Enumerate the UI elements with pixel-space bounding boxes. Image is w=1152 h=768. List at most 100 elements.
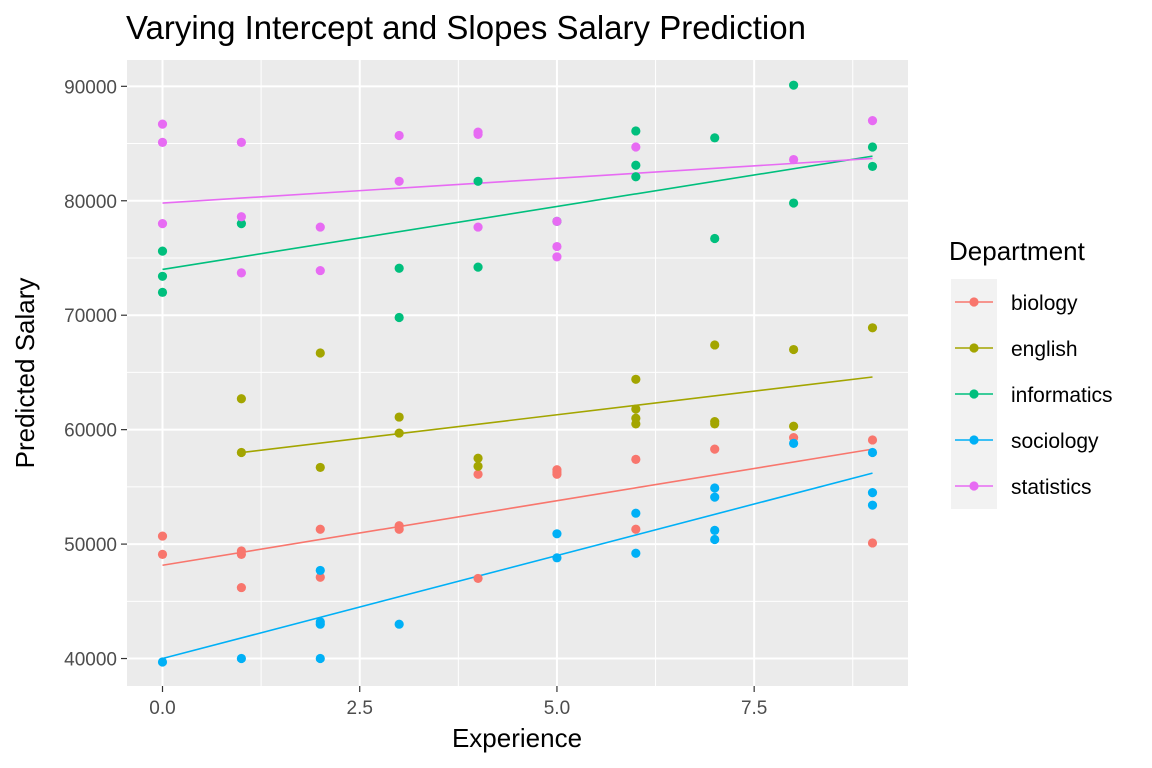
point-biology <box>473 469 483 479</box>
point-english <box>710 340 720 350</box>
point-english <box>394 412 404 422</box>
fit-line-sociology <box>162 472 873 660</box>
point-biology <box>236 582 246 593</box>
point-english <box>867 323 878 333</box>
point-informatics <box>710 233 720 244</box>
x-axis-ticks: 0.0 2.5 5.0 7.5 <box>149 686 767 719</box>
legend-key-point <box>969 389 979 399</box>
point-english <box>789 344 799 355</box>
point-english <box>473 461 483 471</box>
point-statistics <box>552 216 562 226</box>
point-biology <box>473 573 483 584</box>
y-tick-label: 50000 <box>64 535 117 556</box>
plot-panel <box>127 60 908 686</box>
point-sociology <box>394 619 404 629</box>
point-statistics <box>394 176 404 186</box>
point-sociology <box>236 653 246 664</box>
point-statistics <box>789 154 799 165</box>
point-sociology <box>631 548 641 558</box>
point-informatics <box>867 142 878 152</box>
point-english <box>236 447 246 458</box>
point-statistics <box>552 241 562 252</box>
point-sociology <box>552 529 562 539</box>
point-statistics <box>236 212 246 222</box>
point-english <box>236 394 246 404</box>
legend-item-informatics: informatics <box>951 371 1113 417</box>
point-informatics <box>631 126 641 136</box>
point-statistics <box>236 268 246 278</box>
point-sociology <box>710 525 720 535</box>
point-informatics <box>236 219 246 229</box>
point-informatics <box>157 271 168 281</box>
legend-key-point <box>969 435 979 445</box>
legend-label-biology: biology <box>1011 292 1078 315</box>
y-tick-label: 90000 <box>64 77 117 98</box>
fit-line-statistics <box>162 157 873 204</box>
point-statistics <box>157 119 168 129</box>
point-english <box>631 419 641 429</box>
point-informatics <box>157 246 168 256</box>
legend-label-informatics: informatics <box>1011 384 1113 407</box>
point-biology <box>236 549 246 559</box>
point-statistics <box>236 137 246 147</box>
legend: Department biology english informatics soci… <box>949 236 1113 509</box>
major-gridlines <box>127 60 908 686</box>
fit-line-english <box>241 376 873 454</box>
point-informatics <box>710 133 720 143</box>
legend-label-statistics: statistics <box>1011 476 1092 499</box>
point-statistics <box>473 129 483 139</box>
point-biology <box>631 524 641 534</box>
data-points <box>157 80 878 667</box>
point-english <box>710 419 720 429</box>
point-sociology <box>710 534 720 545</box>
point-sociology <box>631 508 641 518</box>
point-sociology <box>710 492 720 502</box>
y-axis-ticks: 40000 50000 60000 70000 80000 90000 <box>64 77 127 671</box>
point-informatics <box>394 263 404 273</box>
legend-key-point <box>969 343 979 353</box>
point-sociology <box>315 565 325 576</box>
point-informatics <box>631 160 641 170</box>
point-biology <box>315 524 325 534</box>
point-english <box>789 421 799 431</box>
point-sociology <box>315 653 325 664</box>
point-statistics <box>473 222 483 232</box>
point-statistics <box>157 137 168 147</box>
point-sociology <box>315 619 325 629</box>
point-biology <box>315 572 325 582</box>
y-axis-title: Predicted Salary <box>10 278 40 469</box>
y-tick-label: 40000 <box>64 650 117 671</box>
legend-item-sociology: sociology <box>951 417 1099 463</box>
point-informatics <box>157 287 168 297</box>
y-tick-label: 70000 <box>64 306 117 327</box>
point-biology <box>867 435 878 445</box>
legend-item-english: english <box>951 325 1078 371</box>
point-statistics <box>315 265 325 276</box>
fit-lines <box>162 155 873 660</box>
legend-title: Department <box>949 236 1086 266</box>
chart-title: Varying Intercept and Slopes Salary Pred… <box>126 9 806 46</box>
point-english <box>631 374 641 384</box>
point-informatics <box>473 176 483 186</box>
point-statistics <box>631 142 641 152</box>
point-informatics <box>789 198 799 208</box>
point-informatics <box>867 161 878 172</box>
point-informatics <box>789 80 799 90</box>
point-sociology <box>867 447 878 458</box>
point-biology <box>867 538 878 548</box>
point-statistics <box>867 116 878 126</box>
point-english <box>473 453 483 463</box>
point-sociology <box>867 487 878 498</box>
point-sociology <box>157 657 168 667</box>
x-tick-label: 0.0 <box>149 698 175 719</box>
point-sociology <box>552 553 562 563</box>
point-sociology <box>867 500 878 510</box>
point-biology <box>394 524 404 534</box>
point-biology <box>157 549 168 559</box>
point-english <box>394 428 404 438</box>
point-informatics <box>473 262 483 272</box>
fit-line-informatics <box>162 155 873 271</box>
legend-label-sociology: sociology <box>1011 430 1099 453</box>
point-biology <box>552 469 562 479</box>
